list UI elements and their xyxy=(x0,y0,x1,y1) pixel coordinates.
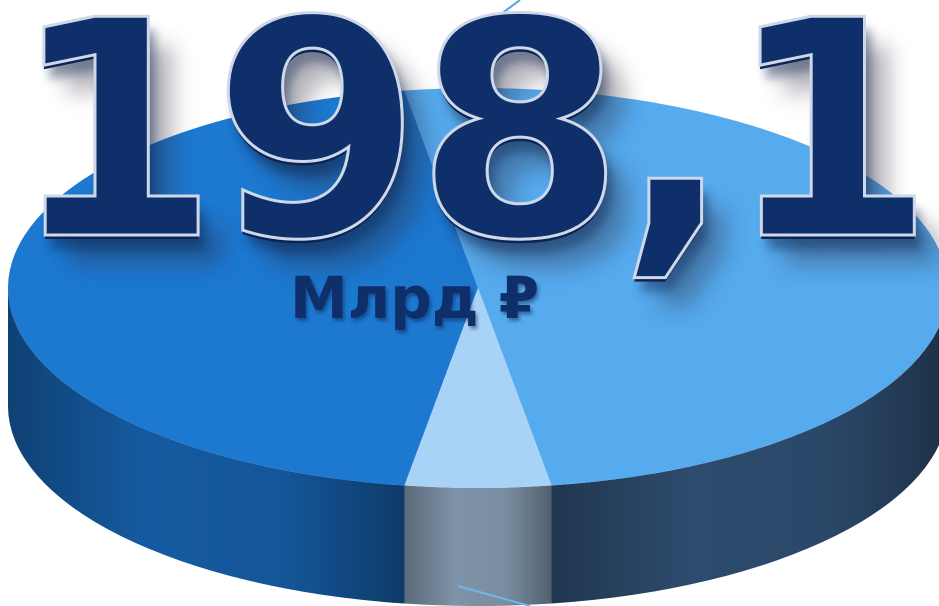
total-value: 198,1 xyxy=(9,0,937,306)
pie-slice-top-2 xyxy=(404,288,552,489)
leader-line-bottom xyxy=(457,585,531,606)
unit-label: Млрд ₽ xyxy=(290,264,540,332)
pie-slice-top-1 xyxy=(404,87,939,486)
leader-line-top xyxy=(457,0,521,47)
pie-slice-side-shade-0 xyxy=(8,288,405,604)
pie-slice-side-shade-2 xyxy=(404,485,552,606)
pie-slice-side-shade-1 xyxy=(551,326,939,604)
pie-slice-top-0 xyxy=(7,90,478,486)
